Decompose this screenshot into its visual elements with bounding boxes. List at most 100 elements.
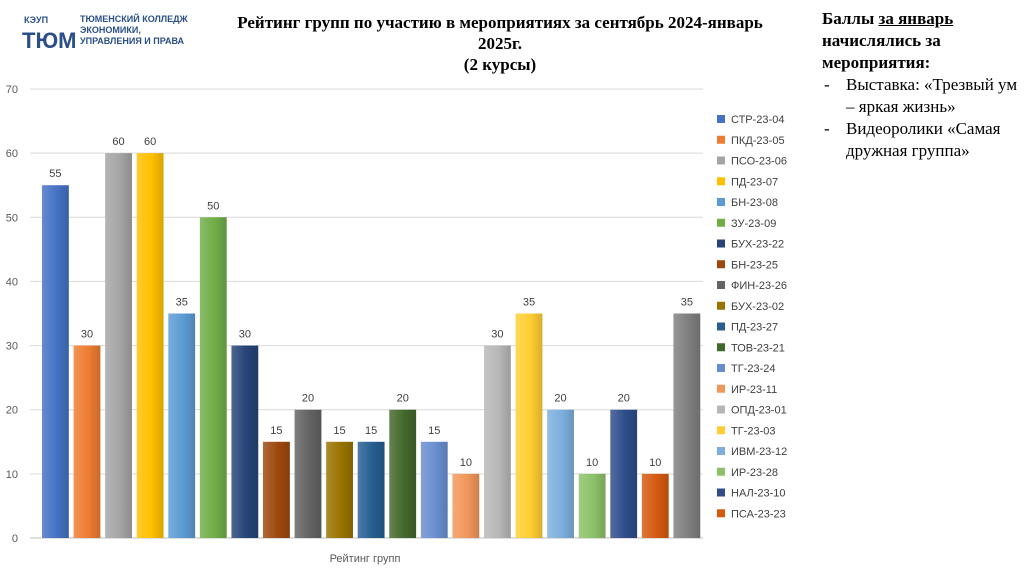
chart-title-line: (2 курсы) [463, 55, 537, 74]
legend-swatch [717, 156, 725, 165]
data-label: 15 [333, 425, 345, 437]
data-label: 20 [618, 393, 630, 405]
legend-label: ЗУ-23-09 [731, 218, 776, 230]
legend-label: БН-23-08 [731, 197, 778, 209]
legend-label: ИР-23-28 [731, 467, 778, 479]
scoring-note-header-post: начислялись за мероприятия: [822, 31, 941, 72]
legend-label: ТГ-23-03 [731, 425, 775, 437]
bar [484, 345, 511, 538]
bar [42, 185, 69, 538]
bars [42, 153, 701, 539]
logo-abbr: ТЮМ [22, 28, 76, 53]
bar [136, 153, 164, 538]
legend-swatch [717, 467, 725, 476]
legend-label: НАЛ-23-10 [731, 488, 786, 500]
legend-swatch [717, 281, 725, 289]
scoring-note-item-text: Видеоролики «Самая дружная группа» [846, 119, 1001, 160]
x-axis-label: Рейтинг групп [330, 553, 401, 565]
legend-swatch [717, 115, 725, 123]
y-tick-label: 50 [6, 212, 18, 224]
y-tick-label: 30 [6, 341, 18, 353]
data-label: 10 [586, 457, 598, 469]
legend-swatch [717, 405, 725, 414]
legend-label: ПСА-23-23 [731, 508, 786, 520]
data-label: 60 [144, 136, 156, 148]
college-logo: КЭУП ТЮМ ТЮМЕНСКИЙ КОЛЛЕДЖ ЭКОНОМИКИ, УП… [20, 8, 195, 54]
scoring-note-header-period: за январь [878, 9, 954, 28]
legend-label: СТР-23-04 [731, 114, 784, 126]
scoring-note-item: - Выставка: «Трезвый ум – яркая жизнь» [822, 74, 1022, 118]
legend-swatch [717, 509, 725, 518]
data-label: 20 [302, 393, 314, 405]
y-tick-label: 20 [6, 405, 18, 417]
bar [389, 409, 417, 538]
bar [263, 441, 290, 538]
scoring-note-item-text: Выставка: «Трезвый ум – яркая жизнь» [846, 75, 1018, 116]
bar [73, 345, 101, 538]
college-name-line: ЭКОНОМИКИ, [80, 25, 141, 35]
y-tick-label: 40 [6, 276, 18, 288]
data-label: 50 [207, 200, 219, 212]
bar [199, 217, 227, 539]
legend-label: БН-23-25 [731, 259, 778, 271]
bar [515, 313, 543, 538]
chart-title-line: 2025г. [477, 34, 523, 53]
bar [231, 345, 259, 538]
bar [452, 473, 480, 538]
legend-label: ИВМ-23-12 [731, 446, 787, 458]
y-tick-label: 60 [6, 148, 18, 160]
bar [294, 409, 322, 538]
data-label: 10 [460, 457, 472, 469]
legend-swatch [717, 447, 725, 455]
data-labels: 55 30 60 60 35 50 30 15 20 15 15 20 15 10 30 35 20 10 20 10… [49, 136, 693, 469]
scoring-note-item: - Видеоролики «Самая дружная группа» [822, 118, 1022, 162]
data-label: 20 [397, 393, 409, 405]
scoring-note-header-pre: Баллы [822, 9, 879, 28]
data-label: 30 [81, 329, 93, 341]
legend-swatch [717, 198, 725, 206]
bar [105, 153, 132, 538]
legend-label: ОПД-23-01 [731, 405, 787, 417]
bar [578, 473, 606, 538]
legend-label: ПД-23-07 [731, 176, 778, 188]
college-name: ТЮМЕНСКИЙ КОЛЛЕДЖ ЭКОНОМИКИ, УПРАВЛЕНИЯ … [80, 14, 188, 47]
legend-label: БУХ-23-02 [731, 301, 784, 313]
legend-swatch [717, 301, 725, 310]
chart-title: Рейтинг групп по участию в мероприятиях … [195, 12, 805, 75]
y-tick-label: 70 [6, 84, 18, 96]
legend: СТР-23-04 ПКД-23-05 ПСО-23-06 ПД-23-07 БН-23… [717, 114, 787, 520]
college-logo-mark: КЭУП ТЮМ [20, 14, 78, 54]
bar [168, 313, 196, 538]
scoring-note-header: Баллы за январь начислялись за мероприят… [822, 8, 1022, 74]
data-label: 30 [239, 329, 251, 341]
legend-label: ПСО-23-06 [731, 156, 787, 168]
data-label: 30 [491, 329, 503, 341]
data-label: 15 [270, 425, 282, 437]
legend-label: ПКД-23-05 [731, 135, 785, 147]
dash-bullet: - [824, 75, 830, 94]
data-label: 35 [681, 297, 693, 309]
college-name-line: ТЮМЕНСКИЙ КОЛЛЕДЖ [80, 14, 188, 24]
data-label: 60 [112, 136, 124, 148]
bar [641, 473, 669, 538]
bar [326, 441, 353, 538]
data-label: 20 [554, 393, 566, 405]
legend-label: ПД-23-27 [731, 322, 778, 334]
bar [610, 409, 638, 538]
college-name-line: УПРАВЛЕНИЯ И ПРАВА [80, 36, 185, 46]
y-tick-label: 10 [6, 469, 18, 481]
legend-label: ФИН-23-26 [731, 280, 787, 292]
data-label: 35 [176, 297, 188, 309]
legend-swatch [717, 135, 725, 144]
dash-bullet: - [824, 119, 830, 138]
bar [673, 313, 701, 538]
legend-label: ТГ-23-24 [731, 363, 775, 375]
chart-title-line: Рейтинг групп по участию в мероприятиях … [237, 13, 763, 32]
y-tick-label: 0 [12, 533, 18, 545]
bar [547, 409, 574, 538]
data-label: 15 [365, 425, 377, 437]
data-label: 15 [428, 425, 440, 437]
legend-label: БУХ-23-22 [731, 239, 784, 251]
legend-swatch [717, 322, 725, 331]
